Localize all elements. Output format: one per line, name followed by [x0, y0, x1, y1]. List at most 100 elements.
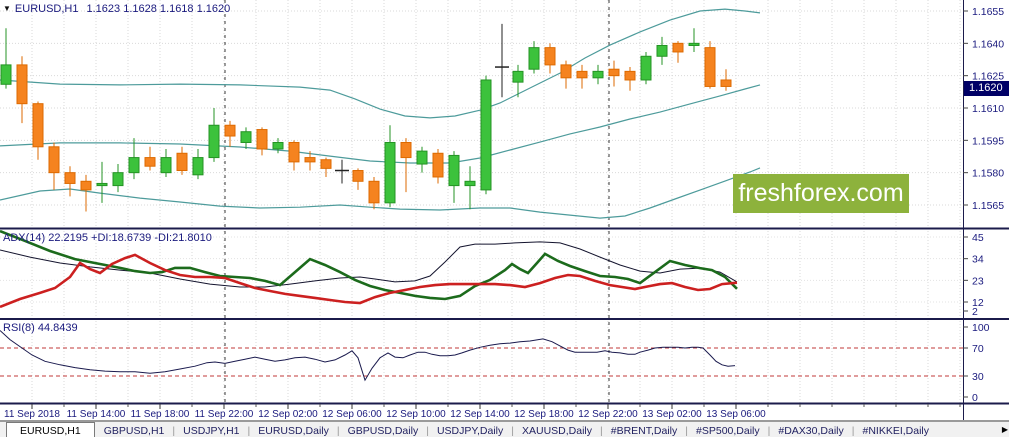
price-axis-label: 1.1610: [972, 103, 1004, 115]
candle-body-bear: [144, 157, 156, 167]
price-axis-label: 1.1640: [972, 38, 1004, 50]
candle-body-bear: [256, 129, 268, 150]
tab-separator: |: [336, 425, 340, 437]
candle-body-bull: [96, 182, 108, 187]
candle-body-bear: [432, 152, 444, 178]
chart-tab--brent-daily[interactable]: #BRENT,Daily: [610, 425, 678, 437]
chart-tab-eurusd-h1[interactable]: EURUSD,H1: [6, 422, 95, 437]
candle-body-bear: [352, 170, 364, 182]
symbol-dropdown-icon[interactable]: ▼: [3, 4, 11, 13]
candle-body-bear: [672, 42, 684, 53]
time-axis-label: 11 Sep 2018: [4, 409, 60, 420]
candle-body-bear: [368, 180, 380, 204]
candle-body-bear: [608, 68, 620, 77]
time-axis-label: 11 Sep 18:00: [131, 409, 190, 420]
candle-body-bull: [192, 157, 204, 176]
candle-body-bull: [112, 172, 124, 187]
candle-body-bear: [544, 47, 556, 66]
rsi-axis-label: 70: [972, 343, 984, 355]
time-axis-label: 13 Sep 06:00: [706, 409, 766, 420]
candle-body-bull: [272, 141, 284, 150]
candle-body-bull: [688, 42, 700, 46]
quote-ohlc: 1.1623 1.1628 1.1618 1.1620: [86, 3, 231, 15]
candle-body-bear: [304, 157, 316, 163]
chart-tab--nikkei-daily[interactable]: #NIKKEI,Daily: [862, 425, 930, 437]
adx-axis-label: 2: [972, 306, 978, 318]
chart-tab-usdjpy-h1[interactable]: USDJPY,H1: [183, 425, 240, 437]
chart-tab--sp500-daily[interactable]: #SP500,Daily: [696, 425, 760, 437]
candle-body-bull: [240, 131, 252, 143]
candle-body-bear: [80, 180, 92, 191]
candle-body-bear: [224, 124, 236, 137]
time-axis-label: 13 Sep 02:00: [642, 409, 702, 420]
minus-di-line: [0, 253, 738, 309]
candle-body-bear: [32, 103, 44, 148]
adx-main-line: [0, 241, 738, 288]
chart-tab-usdjpy-daily[interactable]: USDJPY,Daily: [436, 425, 504, 437]
chart-tab-eurusd-daily[interactable]: EURUSD,Daily: [258, 425, 329, 437]
adx-axis-label: 23: [972, 275, 984, 287]
candle-body-bear: [64, 172, 76, 184]
price-axis-label: 1.1580: [972, 168, 1004, 180]
time-axis-label: 11 Sep 22:00: [195, 409, 254, 420]
candle-body-bear: [16, 64, 28, 105]
price-axis-label: 1.1565: [972, 200, 1004, 212]
candle-body-bull: [656, 44, 668, 57]
adx-indicator-label: ADX(14) 22.2195 +DI:18.6739 -DI:21.8010: [3, 232, 212, 244]
tab-separator: |: [851, 425, 855, 437]
rsi-axis-label: 0: [972, 392, 978, 404]
time-axis-label: 11 Sep 14:00: [67, 409, 126, 420]
tab-separator: |: [767, 425, 771, 437]
candle-body-bull: [128, 157, 140, 174]
tab-separator: |: [426, 425, 429, 437]
candle-body-bear: [720, 79, 732, 87]
adx-axis-label: 34: [972, 254, 984, 266]
price-axis-label: 1.1595: [972, 135, 1004, 147]
price-axis-label: 1.1655: [972, 6, 1004, 18]
candle-body-bull: [208, 124, 220, 159]
rsi-indicator-label: RSI(8) 44.8439: [3, 322, 78, 334]
candle-body-bear: [624, 70, 636, 81]
symbol-label: EURUSD,H1: [14, 3, 79, 15]
chart-tab-gbpusd-daily[interactable]: GBPUSD,Daily: [347, 425, 419, 437]
broker-watermark: freshforex.com: [733, 174, 909, 213]
price-axis-label: 1.1625: [972, 71, 1004, 83]
candle-body-bull: [592, 70, 604, 79]
candle-body-bear: [400, 141, 412, 159]
candle-body-bull: [480, 79, 492, 191]
tab-scroll-right-icon[interactable]: ▶: [1001, 425, 1008, 434]
candle-body-bull: [464, 180, 476, 187]
candle-body-bull: [512, 70, 524, 83]
candle-body-bear: [48, 146, 60, 174]
tab-separator: |: [685, 425, 689, 437]
rsi-line: [0, 330, 736, 382]
adx-axis-label: 12: [972, 297, 984, 309]
chart-title: ▼ EURUSD,H1 1.1623 1.1628 1.1618 1.1620: [3, 3, 230, 15]
time-axis-label: 12 Sep 06:00: [322, 409, 382, 420]
tab-separator: |: [172, 425, 176, 437]
bollinger-lower-band: [0, 167, 761, 219]
current-price-badge: 1.1620: [964, 81, 1009, 96]
candle-body-bear: [176, 152, 188, 172]
candle-body-bear: [288, 141, 300, 163]
time-axis-label: 12 Sep 14:00: [450, 409, 510, 420]
tab-separator: |: [247, 425, 251, 437]
candle-body-bull: [416, 150, 428, 165]
time-axis-label: 12 Sep 22:00: [578, 409, 638, 420]
chart-tab-gbpusd-h1[interactable]: GBPUSD,H1: [103, 425, 165, 437]
rsi-axis-label: 30: [972, 371, 984, 383]
bollinger-middle-band: [0, 84, 761, 164]
candle-body-bull: [0, 64, 12, 85]
tab-separator: |: [511, 425, 514, 437]
chart-tab--dax30-daily[interactable]: #DAX30,Daily: [778, 425, 844, 437]
candle-body-bull: [640, 55, 652, 81]
candle-body-bear: [576, 70, 588, 79]
candle-body-bear: [704, 47, 716, 87]
candle-body-bear: [560, 64, 572, 79]
chart-tab-xauusd-daily[interactable]: XAUUSD,Daily: [522, 425, 593, 437]
candle-body-bull: [160, 157, 172, 174]
candle-body-bear: [320, 159, 332, 169]
time-axis-label: 12 Sep 18:00: [514, 409, 574, 420]
